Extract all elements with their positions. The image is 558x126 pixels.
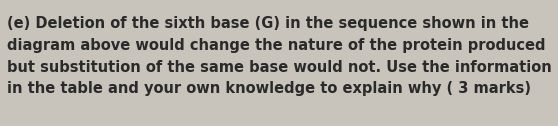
Text: (e) Deletion of the sixth base (G) in the sequence shown in the
diagram above wo: (e) Deletion of the sixth base (G) in th…	[7, 16, 551, 96]
